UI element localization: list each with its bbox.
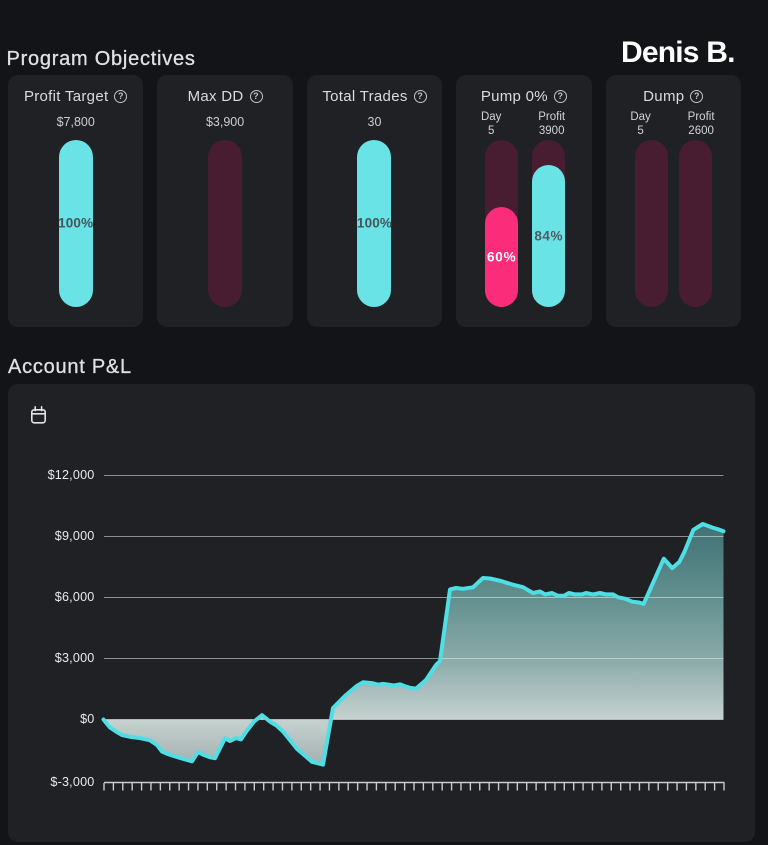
svg-text:$12,000: $12,000 (48, 468, 95, 482)
svg-text:$-3,000: $-3,000 (50, 775, 94, 789)
svg-text:$3,000: $3,000 (55, 651, 95, 665)
svg-text:$6,000: $6,000 (55, 590, 95, 604)
svg-text:$0: $0 (80, 712, 94, 726)
svg-text:$9,000: $9,000 (55, 529, 95, 543)
